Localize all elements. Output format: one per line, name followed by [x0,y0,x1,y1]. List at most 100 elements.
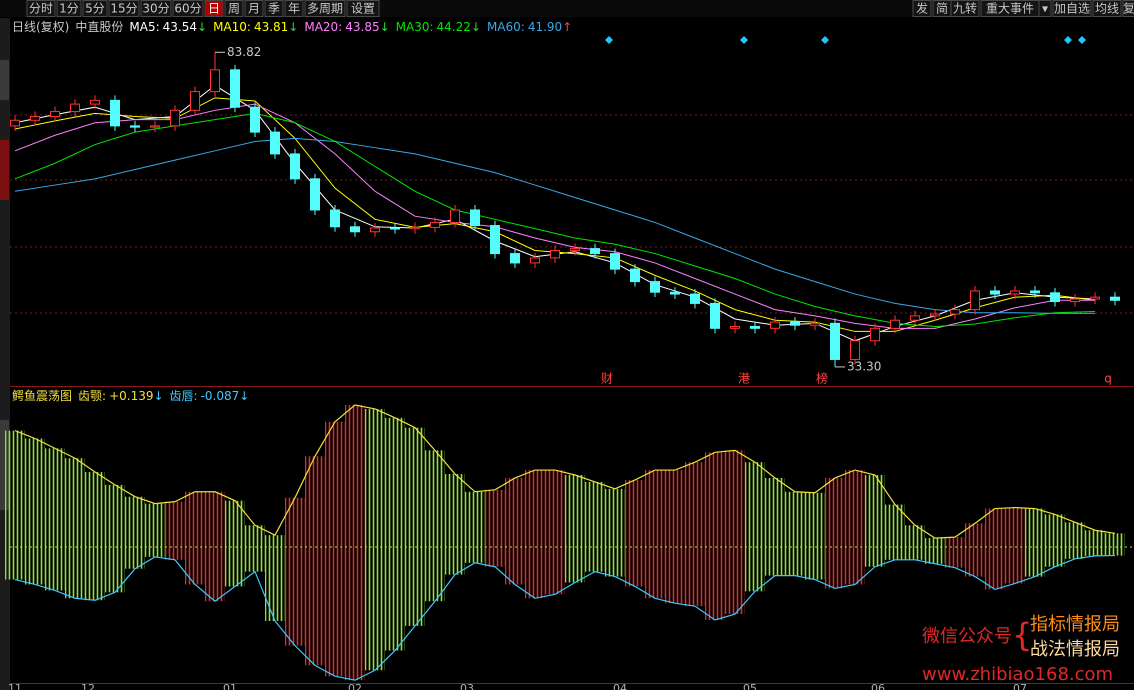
candle-body [450,209,460,223]
candle-body [150,125,160,128]
x-tick-label: 07 [1013,682,1027,690]
toolbar-button-label[interactable]: 年 [288,2,300,16]
toolbar-button[interactable] [244,0,264,17]
legend-arrow: ↓ [153,389,163,403]
candle-body [1070,298,1080,303]
toolbar-button[interactable] [1122,0,1134,17]
toolbar-button[interactable] [82,0,108,17]
x-tick-label: 03 [460,682,474,690]
candle-body [370,227,380,233]
oscillator-bar [365,408,385,671]
toolbar-button-label[interactable]: 九转 [953,1,977,16]
candle-body [870,327,880,342]
oscillator-bar [45,448,65,591]
toolbar-button-label[interactable]: 均线 [1095,2,1119,16]
toolbar-button-label[interactable]: 日 [208,2,220,16]
toolbar-button[interactable] [1052,0,1092,17]
event-marker [740,36,748,44]
candle-body [130,125,140,128]
candle-body [690,293,700,304]
x-tick-label: 05 [743,682,757,690]
candle-body [990,290,1000,295]
toolbar-button-label[interactable]: 多周期 [307,2,343,16]
toolbar-button[interactable] [56,0,82,17]
oscillator-bar [585,481,605,572]
toolbar-button-label[interactable]: 复 [1123,2,1134,16]
candle-body [910,315,920,321]
ma-value: 43.54 [163,20,197,34]
oscillator-bar [5,430,25,580]
toolbar-button[interactable] [204,0,224,17]
toolbar-button-label[interactable]: 设置 [351,2,375,16]
toolbar-button-label[interactable]: 发 [916,1,928,16]
toolbar-button-label[interactable]: 季 [268,2,280,16]
event-label: 港 [738,372,750,386]
toolbar-button-label[interactable]: 1分 [59,2,79,16]
oscillator-bar [625,479,645,587]
toolbar-button[interactable] [950,0,980,17]
toolbar-button-label[interactable]: 分时 [29,2,53,16]
event-marker [1078,36,1086,44]
toolbar-button-label[interactable]: 加自选 [1054,2,1090,16]
toolbar-button-label[interactable]: 月 [248,2,260,16]
toolbar-button[interactable] [346,0,380,17]
legend-label: 齿颚: [78,389,106,403]
toolbar-button[interactable] [26,0,56,17]
candle-body [830,322,840,360]
envelope-line [14,404,1116,539]
candle-body [210,69,220,93]
stock-name: 中直股份 [75,19,123,34]
event-marker [605,36,613,44]
toolbar-button-label[interactable]: 周 [228,2,240,16]
oscillator-title: 鳄鱼震荡图 [12,389,72,403]
x-tick-label: 06 [871,682,885,690]
event-markers [605,36,1086,44]
oscillator-bar [605,488,625,577]
toolbar-button-label[interactable]: 简 [936,2,948,16]
toolbar-button[interactable] [304,0,346,17]
candle-body [270,131,280,155]
ma-arrow: ↑ [562,20,572,34]
oscillator-bar [525,470,545,599]
oscillator-bar [845,470,865,585]
toolbar-button-label[interactable]: 5分 [85,2,105,16]
toolbar-button-label[interactable]: 30分 [142,2,169,16]
toolbar-button[interactable] [224,0,244,17]
candle-body [310,178,320,211]
toolbar-button[interactable] [1092,0,1122,17]
candle-body [30,116,40,121]
ma-label: MA5: [129,20,159,34]
toolbar-button[interactable] [172,0,204,17]
candle-body [430,221,440,228]
sidebar-tab [0,60,9,100]
candle-body [590,248,600,255]
toolbar-button[interactable] [140,0,172,17]
toolbar-button[interactable] [912,0,932,17]
oscillator-bar [185,491,205,585]
oscillator-bar [785,491,805,576]
toolbar-button-label[interactable]: 15分 [110,2,137,16]
x-tick-label: 11 [8,682,22,690]
toolbar-button-label[interactable]: 60分 [174,2,201,16]
toolbar-button-label[interactable]: ▾ [1042,2,1048,16]
candle-body [630,268,640,283]
oscillator-bar [285,497,305,646]
candle-body [610,253,620,270]
candle-body [570,248,580,251]
ma-value: 43.85 [345,20,379,34]
toolbar-button[interactable] [264,0,284,17]
oscillator-bar [465,491,485,563]
legend-label: 齿唇: [170,389,198,403]
toolbar-button[interactable] [284,0,304,17]
oscillator-bar [145,503,165,557]
toolbar-button[interactable] [108,0,140,17]
oscillator-bar [85,472,105,601]
oscillator-bar [325,421,345,677]
candle-body [410,226,420,230]
toolbar-button-label[interactable]: 重大事件 [986,2,1034,16]
candle-body [970,290,980,311]
ma-value: 43.81 [254,20,288,34]
callout-label: 83.82 [227,45,261,59]
toolbar-button[interactable] [1038,0,1052,17]
candle-body [850,340,860,360]
